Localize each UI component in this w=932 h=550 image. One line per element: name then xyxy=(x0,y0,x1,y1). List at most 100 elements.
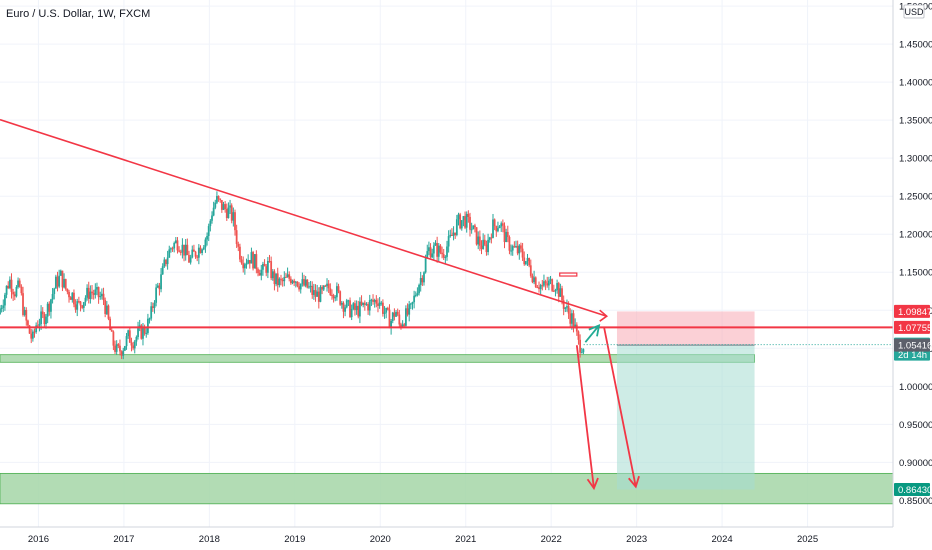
price-tick-label: 1.25000 xyxy=(899,192,932,203)
candle xyxy=(10,273,13,299)
candle-body xyxy=(355,305,358,311)
candle-body xyxy=(303,279,305,286)
currency-label: USD xyxy=(904,7,924,17)
candle-body xyxy=(557,283,560,297)
candle xyxy=(217,195,220,202)
candle xyxy=(449,229,452,238)
candle xyxy=(283,271,286,287)
candle-body xyxy=(344,307,347,312)
candle xyxy=(332,293,335,303)
candle xyxy=(452,226,455,241)
candle xyxy=(551,278,554,292)
candle-body xyxy=(174,240,177,243)
candle-body xyxy=(51,293,54,300)
candle-body xyxy=(170,248,172,250)
candle-body xyxy=(513,246,516,248)
candle xyxy=(564,306,567,313)
candle xyxy=(506,225,509,243)
candle xyxy=(388,304,391,329)
candle-body xyxy=(257,269,259,274)
candle-body xyxy=(10,279,13,292)
candle-body xyxy=(227,207,230,219)
currency-box[interactable] xyxy=(903,4,925,19)
candle-body xyxy=(143,327,146,334)
candle xyxy=(230,203,233,224)
candle xyxy=(308,282,310,289)
candle xyxy=(352,302,355,311)
candle-body xyxy=(398,314,401,325)
candle-body xyxy=(534,277,537,288)
candle xyxy=(350,304,353,321)
candle-body xyxy=(66,288,69,292)
candle xyxy=(329,283,332,297)
candle-body xyxy=(386,307,389,310)
retest-arrow-head xyxy=(588,324,601,337)
candle-body xyxy=(574,324,577,329)
candle-body xyxy=(572,313,575,329)
candle xyxy=(257,267,259,277)
price-axis-bg xyxy=(893,0,932,550)
candle xyxy=(395,310,397,318)
candle-body xyxy=(552,290,555,292)
candle xyxy=(127,329,130,339)
candle-body xyxy=(15,287,18,297)
candle xyxy=(434,240,437,246)
candle-body xyxy=(508,236,511,251)
candle xyxy=(234,209,236,236)
candle-body xyxy=(469,216,471,230)
candle xyxy=(582,348,585,355)
candle xyxy=(521,242,524,261)
candle-body xyxy=(163,259,166,267)
candle xyxy=(526,253,529,266)
candle xyxy=(281,277,284,287)
candle-body xyxy=(357,305,360,317)
candle-body xyxy=(439,245,442,253)
candle-body xyxy=(50,299,52,312)
candle xyxy=(22,286,24,317)
candle-body xyxy=(82,302,85,308)
candle-body xyxy=(324,285,327,287)
candle xyxy=(253,254,256,269)
candle-body xyxy=(452,232,455,236)
candle xyxy=(237,241,240,252)
candle xyxy=(344,304,347,317)
candle-body xyxy=(559,288,562,297)
time-tick-label: 2024 xyxy=(712,534,733,545)
candle-body xyxy=(485,244,488,253)
candle-body xyxy=(470,229,473,231)
candle xyxy=(207,223,210,242)
candle xyxy=(147,313,149,335)
candle-body xyxy=(191,249,194,258)
candle xyxy=(220,200,223,213)
candle-body xyxy=(385,307,388,313)
time-tick-label: 2017 xyxy=(113,534,134,545)
candle-body xyxy=(5,285,8,295)
candle xyxy=(43,312,46,327)
candle-body xyxy=(207,226,210,236)
candle xyxy=(375,295,378,308)
candle-body xyxy=(234,212,236,231)
candle xyxy=(409,302,412,310)
candle-body xyxy=(211,215,213,221)
candle-body xyxy=(68,291,70,298)
candle-body xyxy=(181,244,184,253)
descending-trendline xyxy=(0,118,607,317)
entry-price-tag-front xyxy=(894,338,930,352)
candle xyxy=(552,284,555,293)
candle xyxy=(122,347,125,360)
candle xyxy=(38,318,41,332)
candle-body xyxy=(408,304,411,315)
candle xyxy=(365,302,368,306)
candle xyxy=(206,232,208,246)
candle xyxy=(96,282,98,296)
candle-body xyxy=(240,259,243,264)
candle-body xyxy=(564,307,567,309)
candle-body xyxy=(579,339,582,353)
candle xyxy=(536,284,539,289)
candle-body xyxy=(263,263,266,267)
candle xyxy=(235,224,238,248)
candle-body xyxy=(521,248,524,258)
candle xyxy=(68,289,70,303)
candle-body xyxy=(153,302,156,308)
